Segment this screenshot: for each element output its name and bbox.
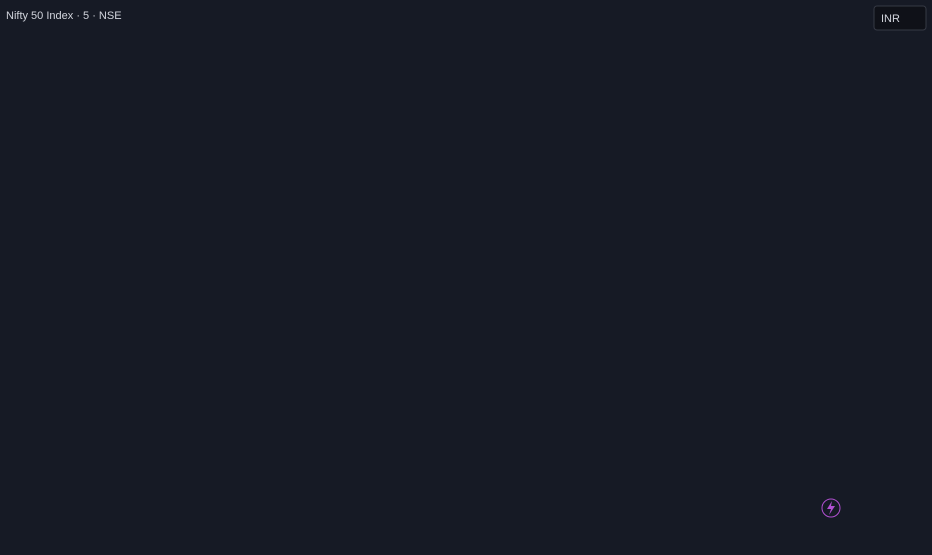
currency-box[interactable] <box>873 5 927 31</box>
lightning <box>827 501 835 515</box>
chart-title: Nifty 50 Index · 5 · NSE <box>6 10 122 22</box>
lightning-icon[interactable] <box>821 498 841 518</box>
currency[interactable]: INR <box>881 13 900 25</box>
